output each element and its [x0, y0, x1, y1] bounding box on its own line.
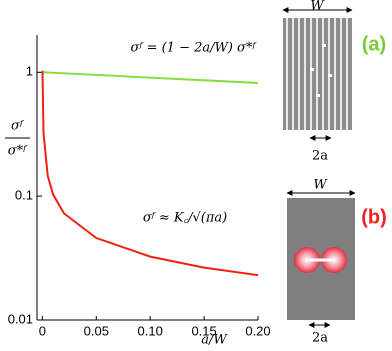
- series-line: [41, 70, 259, 277]
- diagram-a: W 2a (a): [282, 0, 386, 164]
- y-label-den: σ*ᶠ: [8, 144, 28, 159]
- x-tick-label: 0: [39, 323, 46, 338]
- series-line: [42, 71, 259, 84]
- y-tick-label: 1: [26, 64, 33, 79]
- x-tick-label: 0.20: [245, 323, 270, 338]
- fibers: [286, 18, 348, 130]
- series-annotation: σᶠ ≈ K꜀/√(πa): [143, 211, 227, 226]
- width-label: W: [310, 0, 325, 14]
- y-label-num: σᶠ: [11, 119, 25, 134]
- plot: 0 0.05 0.10 0.15 0.20 0.01 0.1 1 σᶠ = (1 − 2a/W)…: [8, 41, 271, 339]
- diagram-b: W 2a (b): [286, 178, 387, 346]
- x-tick-label: 0.10: [138, 323, 163, 338]
- crack-label: 2a: [312, 149, 328, 164]
- panel-label: (b): [361, 206, 387, 228]
- y-tick-label: 0.1: [15, 188, 33, 203]
- panel-label: (a): [362, 33, 386, 55]
- process-zone: [294, 247, 320, 273]
- process-zone: [321, 247, 347, 273]
- x-tick-label: 0.05: [84, 323, 109, 338]
- x-axis-label: a/W: [201, 333, 228, 348]
- y-tick-label: 0.01: [8, 311, 33, 326]
- breaks: [310, 44, 332, 97]
- crack-label: 2a: [312, 331, 328, 346]
- x-tick-label: 0.15: [191, 323, 216, 338]
- series-annotation: σᶠ = (1 − 2a/W) σ*ᶠ: [131, 41, 258, 56]
- width-label: W: [313, 178, 328, 193]
